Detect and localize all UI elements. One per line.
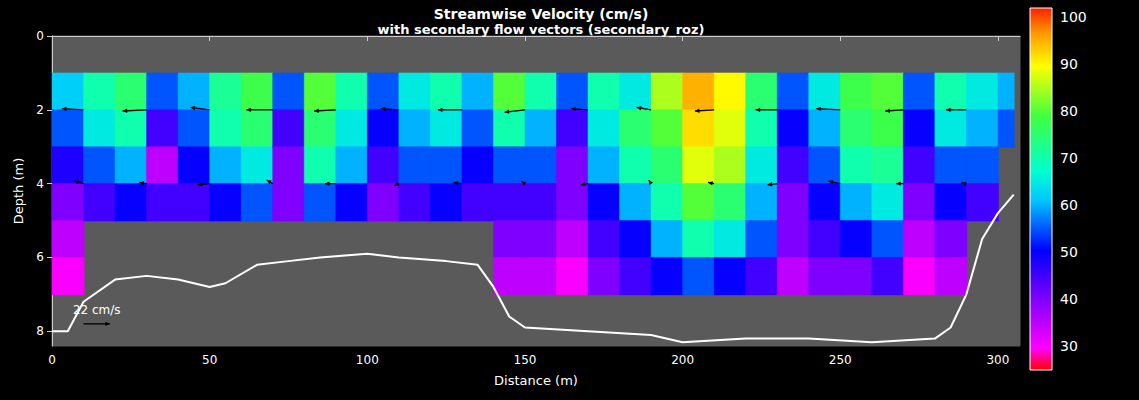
svg-text:100: 100 [1060,9,1087,25]
svg-text:30: 30 [1060,338,1078,354]
svg-text:8: 8 [36,324,44,338]
svg-text:50: 50 [1060,244,1078,260]
svg-text:100: 100 [356,353,379,367]
svg-text:150: 150 [514,353,537,367]
svg-text:Depth (m): Depth (m) [11,158,26,225]
svg-text:80: 80 [1060,103,1078,119]
svg-text:with secondary flow vectors (s: with secondary flow vectors (secondary_r… [377,22,704,38]
svg-text:2: 2 [36,103,44,117]
svg-text:4: 4 [36,177,44,191]
svg-text:50: 50 [202,353,217,367]
svg-text:250: 250 [829,353,852,367]
svg-text:0: 0 [36,29,44,43]
svg-text:200: 200 [671,353,694,367]
svg-text:40: 40 [1060,291,1078,307]
svg-text:Streamwise Velocity (cm/s): Streamwise Velocity (cm/s) [434,6,649,22]
svg-text:300: 300 [986,353,1009,367]
svg-text:60: 60 [1060,197,1078,213]
svg-text:90: 90 [1060,56,1078,72]
svg-text:Distance (m): Distance (m) [494,373,578,388]
svg-text:22 cm/s: 22 cm/s [72,302,121,317]
svg-text:0: 0 [48,353,56,367]
svg-text:70: 70 [1060,150,1078,166]
svg-text:6: 6 [36,250,44,264]
